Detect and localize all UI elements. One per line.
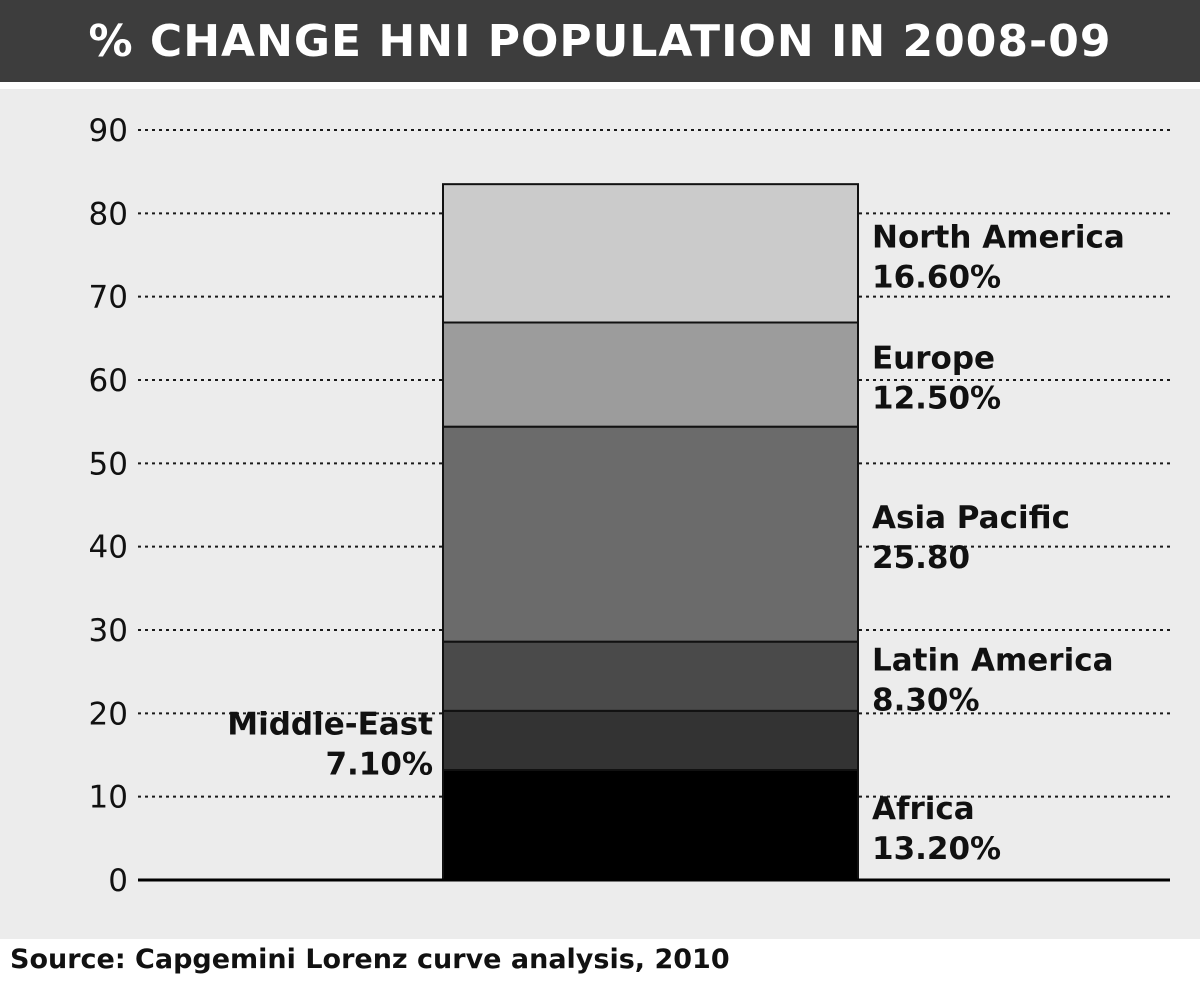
bar-segment <box>442 640 859 712</box>
segment-value-label: 13.20% <box>872 831 1001 867</box>
y-tick-label: 10 <box>89 780 128 816</box>
y-tick-label: 0 <box>108 863 128 899</box>
segment-name-label: Europe <box>872 341 995 377</box>
y-tick-label: 70 <box>89 280 128 316</box>
chart-title: % CHANGE HNI POPULATION IN 2008-09 <box>0 0 1200 82</box>
y-tick-label: 50 <box>89 446 128 482</box>
segment-name-label: Middle-East <box>227 706 433 742</box>
y-tick-label: 30 <box>89 613 128 649</box>
bar-segment <box>442 709 859 771</box>
bar-segment <box>442 183 859 324</box>
bar-segment <box>442 769 859 881</box>
source-note: Source: Capgemini Lorenz curve analysis,… <box>10 944 730 975</box>
segment-name-label: North America <box>872 219 1125 255</box>
segment-name-label: Latin America <box>872 642 1114 678</box>
bar-segment <box>442 321 859 428</box>
bar-segment <box>442 425 859 643</box>
segment-name-label: Asia Pacific <box>872 500 1070 536</box>
y-tick-label: 20 <box>89 696 128 732</box>
segment-value-label: 25.80 <box>872 540 970 576</box>
plot-panel: 0 10 20 30 40 50 60 70 80 90 Africa 13.20% Middle-Ea… <box>0 89 1200 939</box>
y-tick-label: 40 <box>89 530 128 566</box>
y-tick-label: 90 <box>89 113 128 149</box>
segment-value-label: 8.30% <box>872 682 980 718</box>
segment-value-label: 12.50% <box>872 381 1001 417</box>
segment-value-label: 16.60% <box>872 259 1001 295</box>
stacked-bar-chart: 0 10 20 30 40 50 60 70 80 90 Africa 13.20% Middle-Ea… <box>89 113 1170 899</box>
y-tick-label: 80 <box>89 196 128 232</box>
segment-value-label: 7.10% <box>325 746 433 782</box>
y-tick-label: 60 <box>89 363 128 399</box>
segment-name-label: Africa <box>872 791 975 827</box>
